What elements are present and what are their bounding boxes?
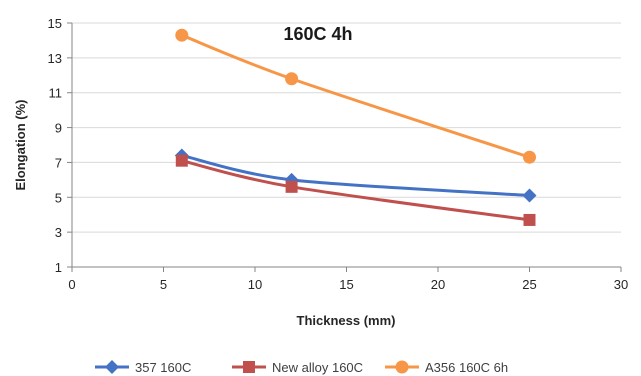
x-tick-label: 25 xyxy=(522,277,536,292)
legend-marker xyxy=(243,361,255,373)
x-tick-label: 15 xyxy=(339,277,353,292)
x-tick-label: 10 xyxy=(248,277,262,292)
x-axis-title: Thickness (mm) xyxy=(297,313,396,328)
series-0 xyxy=(174,148,537,203)
y-tick-label: 7 xyxy=(55,155,62,170)
series-1 xyxy=(175,154,536,226)
legend-item-2: A356 160C 6h xyxy=(385,360,508,375)
chart-title: 160C 4h xyxy=(283,24,352,44)
series-2 xyxy=(175,28,536,164)
gridlines xyxy=(72,22,621,268)
data-point xyxy=(175,28,189,42)
data-point xyxy=(285,72,299,86)
x-tick-label: 5 xyxy=(160,277,167,292)
data-point xyxy=(522,188,537,203)
y-tick-label: 15 xyxy=(48,16,62,31)
legend-marker xyxy=(105,360,119,374)
legend-label: 357 160C xyxy=(135,360,191,375)
y-tick-label: 3 xyxy=(55,225,62,240)
y-tick-label: 13 xyxy=(48,51,62,66)
legend-label: A356 160C 6h xyxy=(425,360,508,375)
legend-marker xyxy=(395,360,409,374)
axes xyxy=(71,23,621,268)
legend-item-0: 357 160C xyxy=(95,360,191,375)
y-tick-label: 11 xyxy=(49,86,63,101)
y-tick-label: 5 xyxy=(55,190,62,205)
series-group xyxy=(174,28,537,226)
series-line xyxy=(180,33,531,159)
y-tick-label: 9 xyxy=(55,121,62,136)
series-line xyxy=(180,159,531,222)
legend-item-1: New alloy 160C xyxy=(232,360,363,375)
x-tick-labels: 0 5 10 15 20 25 30 xyxy=(68,267,628,292)
series-line xyxy=(180,153,531,198)
legend-label: New alloy 160C xyxy=(272,360,363,375)
data-point xyxy=(175,154,188,167)
x-tick-label: 30 xyxy=(614,277,628,292)
y-tick-label: 1 xyxy=(55,260,62,275)
y-axis-title: Elongation (%) xyxy=(13,100,28,191)
data-point xyxy=(523,213,536,226)
x-tick-label: 0 xyxy=(68,277,75,292)
data-point xyxy=(523,150,536,164)
data-point xyxy=(285,180,298,193)
x-tick-label: 20 xyxy=(431,277,445,292)
legend: 357 160C New alloy 160C A356 160C 6h xyxy=(95,360,508,375)
